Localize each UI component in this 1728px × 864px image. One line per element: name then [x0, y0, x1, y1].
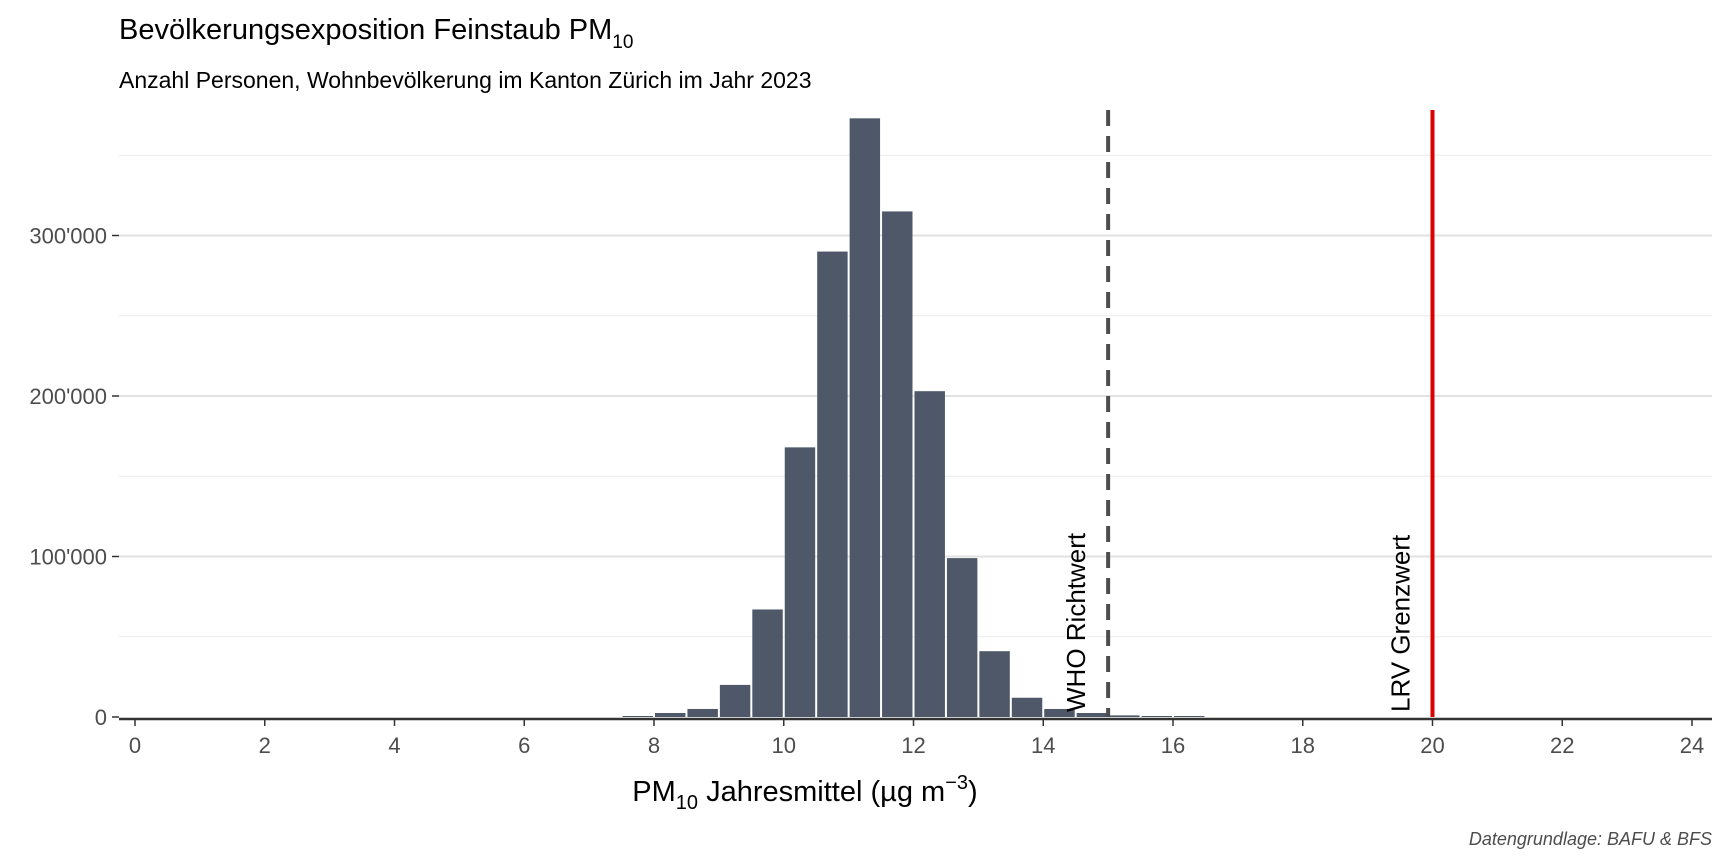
x-tick-label: 22 — [1550, 733, 1574, 758]
chart-subtitle: Anzahl Personen, Wohnbevölkerung im Kant… — [119, 67, 812, 93]
histogram-bar — [1141, 716, 1172, 717]
histogram-bar — [1076, 712, 1108, 717]
x-tick-label: 2 — [259, 733, 271, 758]
x-tick-label: 16 — [1161, 733, 1185, 758]
x-tick-label: 18 — [1291, 733, 1315, 758]
histogram-bar — [1044, 708, 1075, 717]
histogram-bar — [655, 712, 686, 717]
histogram-bar — [979, 651, 1010, 717]
x-tick-label: 8 — [648, 733, 660, 758]
chart-caption: Datengrundlage: BAFU & BFS — [1469, 829, 1712, 849]
histogram-bar — [1109, 715, 1140, 717]
histogram-bar — [1174, 716, 1205, 717]
x-axis-label: PM10 Jahresmittel (µg m−3) — [632, 772, 977, 814]
reference-line-label: WHO Richtwert — [1061, 532, 1091, 712]
x-tick-label: 24 — [1680, 733, 1704, 758]
x-tick-label: 14 — [1031, 733, 1055, 758]
histogram-bar — [882, 211, 913, 718]
x-tick-label: 10 — [772, 733, 796, 758]
histogram-bar — [914, 391, 945, 717]
histogram-bar — [946, 558, 978, 717]
x-tick-label: 20 — [1420, 733, 1444, 758]
y-tick-label: 100'000 — [29, 545, 107, 570]
x-tick-label: 0 — [129, 733, 141, 758]
reference-lines-layer: WHO Richtwert LRV Grenzwert — [1061, 110, 1435, 717]
bars-layer — [622, 118, 1205, 718]
y-tick-label: 300'000 — [29, 224, 107, 249]
y-tick-label: 0 — [95, 705, 107, 730]
y-tick-label: 200'000 — [29, 384, 107, 409]
chart-title: Bevölkerungsexposition Feinstaub PM10 — [119, 14, 633, 53]
histogram-bar — [687, 708, 718, 717]
histogram-bar — [622, 716, 653, 717]
x-tick-label: 12 — [901, 733, 925, 758]
histogram-bar — [719, 684, 751, 717]
histogram-bar — [752, 609, 783, 717]
histogram-bar — [817, 251, 848, 718]
x-tick-label: 4 — [388, 733, 400, 758]
histogram-bar — [1011, 697, 1043, 717]
histogram-bar — [849, 118, 881, 717]
reference-line-label: LRV Grenzwert — [1386, 534, 1416, 712]
histogram-bar — [784, 447, 816, 717]
x-tick-label: 6 — [518, 733, 530, 758]
